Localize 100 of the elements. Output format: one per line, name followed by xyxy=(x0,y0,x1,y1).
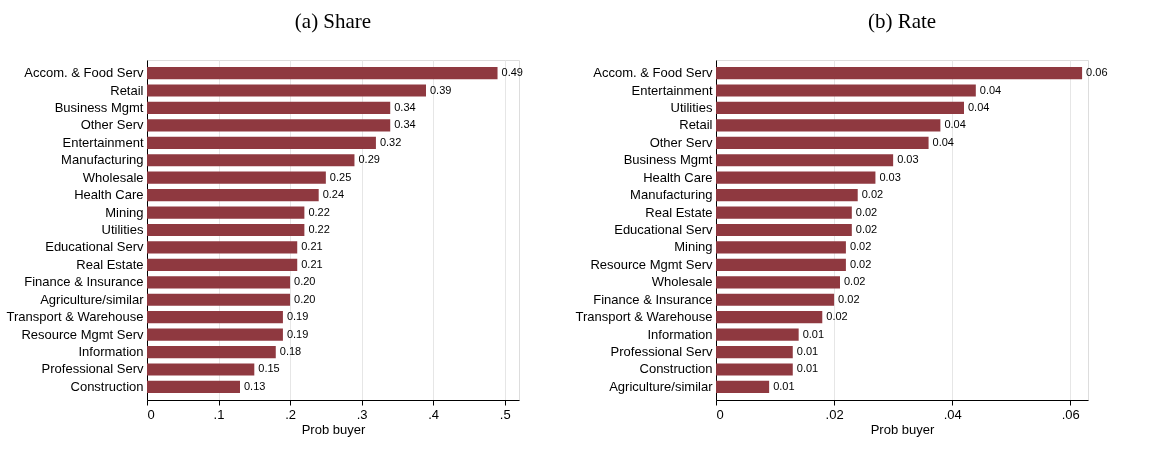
data-label: 0.02 xyxy=(849,257,872,270)
y-tick-label: Resource Mgmt Serv xyxy=(590,256,713,272)
bar xyxy=(716,66,1083,80)
y-tick-label: Business Mgmt xyxy=(54,99,144,115)
bar xyxy=(147,119,391,132)
x-tick-label: .06 xyxy=(1061,406,1080,422)
bar xyxy=(147,206,305,219)
data-label: 0.03 xyxy=(897,153,919,166)
data-label: 0.06 xyxy=(1086,66,1108,79)
y-tick-label: Educational Serv xyxy=(614,222,713,237)
x-tick-label: .5 xyxy=(499,406,511,422)
y-tick-label: Construction xyxy=(639,361,713,377)
y-tick-label: Educational Serv xyxy=(45,239,144,255)
bar xyxy=(147,328,283,341)
bar xyxy=(716,223,852,237)
y-tick-label: Utilities xyxy=(670,99,713,115)
bar xyxy=(147,241,298,254)
y-tick-label: Other Serv xyxy=(80,117,144,133)
bar xyxy=(716,345,793,359)
data-label: 0.01 xyxy=(796,345,819,358)
data-label: 0.20 xyxy=(294,292,316,305)
chart-title: (a) Share xyxy=(294,9,372,33)
chart-title: (b) Rate xyxy=(867,9,937,33)
data-label: 0.03 xyxy=(879,170,901,183)
bar xyxy=(147,258,298,271)
data-label: 0.18 xyxy=(279,345,302,358)
bar xyxy=(716,101,964,115)
y-tick-label: Agriculture/similar xyxy=(40,291,145,307)
bar xyxy=(716,380,770,394)
y-tick-label: Other Serv xyxy=(649,134,713,150)
y-tick-label: Business Mgmt xyxy=(623,152,713,168)
data-label: 0.02 xyxy=(861,188,884,201)
y-tick-label: Mining xyxy=(674,239,713,255)
y-tick-label: Entertainment xyxy=(631,82,713,98)
bar xyxy=(147,345,276,359)
data-label: 0.34 xyxy=(394,118,416,131)
bar xyxy=(147,363,255,376)
data-label: 0.29 xyxy=(358,153,380,166)
x-tick-label: 0 xyxy=(147,406,155,422)
bar xyxy=(147,84,426,97)
data-label: 0.21 xyxy=(301,257,323,270)
bar xyxy=(716,311,823,324)
data-label: 0.25 xyxy=(329,170,352,183)
y-tick-label: Construction xyxy=(70,378,144,394)
bar xyxy=(716,136,929,149)
data-label: 0.01 xyxy=(802,327,825,340)
data-label: 0.15 xyxy=(258,362,280,375)
bar xyxy=(147,380,240,394)
y-tick-label: Wholesale xyxy=(651,274,713,290)
data-label: 0.04 xyxy=(932,135,954,148)
y-tick-label: Agriculture/similar xyxy=(609,378,714,394)
bar xyxy=(147,276,291,289)
y-tick-label: Accom. & Food Serv xyxy=(24,65,144,81)
x-tick-label: .1 xyxy=(213,406,225,422)
bar xyxy=(147,189,319,202)
data-label: 0.01 xyxy=(773,379,795,392)
bar xyxy=(716,206,852,219)
y-tick-label: Resource Mgmt Serv xyxy=(21,326,144,342)
data-label: 0.20 xyxy=(294,275,316,288)
data-label: 0.22 xyxy=(308,205,330,218)
y-tick-label: Health Care xyxy=(643,169,713,185)
x-tick-label: .02 xyxy=(825,406,844,422)
x-tick-label: .4 xyxy=(428,406,440,422)
data-label: 0.32 xyxy=(379,135,402,148)
bar xyxy=(147,66,498,80)
data-label: 0.02 xyxy=(849,240,872,253)
bar xyxy=(716,258,846,271)
bar xyxy=(716,119,941,132)
y-tick-label: Professional Serv xyxy=(41,361,144,377)
bar xyxy=(716,363,793,376)
data-label: 0.24 xyxy=(322,188,345,201)
bar xyxy=(147,154,355,167)
y-tick-label: Accom. & Food Serv xyxy=(593,65,713,81)
data-label: 0.04 xyxy=(944,118,966,131)
bar xyxy=(147,101,391,115)
data-label: 0.39 xyxy=(430,83,452,96)
bar xyxy=(147,293,291,306)
bar xyxy=(147,136,376,149)
data-label: 0.19 xyxy=(286,327,309,340)
bar xyxy=(716,154,894,167)
y-tick-label: Manufacturing xyxy=(61,152,144,168)
x-tick-label: .2 xyxy=(285,406,296,422)
data-label: 0.21 xyxy=(301,240,323,253)
y-tick-label: Finance & Insurance xyxy=(593,291,713,307)
x-axis-title: Prob buyer xyxy=(301,421,366,437)
bar xyxy=(716,276,840,289)
bar xyxy=(147,311,283,324)
y-tick-label: Real Estate xyxy=(76,256,144,272)
data-label: 0.02 xyxy=(855,205,878,218)
y-tick-label: Utilities xyxy=(101,222,144,237)
data-label: 0.02 xyxy=(855,223,878,235)
y-tick-label: Mining xyxy=(105,204,144,220)
y-tick-label: Transport & Warehouse xyxy=(6,309,144,325)
y-tick-label: Information xyxy=(78,344,144,360)
y-tick-label: Transport & Warehouse xyxy=(575,309,713,325)
data-label: 0.19 xyxy=(286,310,309,323)
data-label: 0.02 xyxy=(838,292,860,305)
data-label: 0.01 xyxy=(796,362,819,375)
data-label: 0.04 xyxy=(968,100,990,113)
x-tick-label: .3 xyxy=(356,406,368,422)
